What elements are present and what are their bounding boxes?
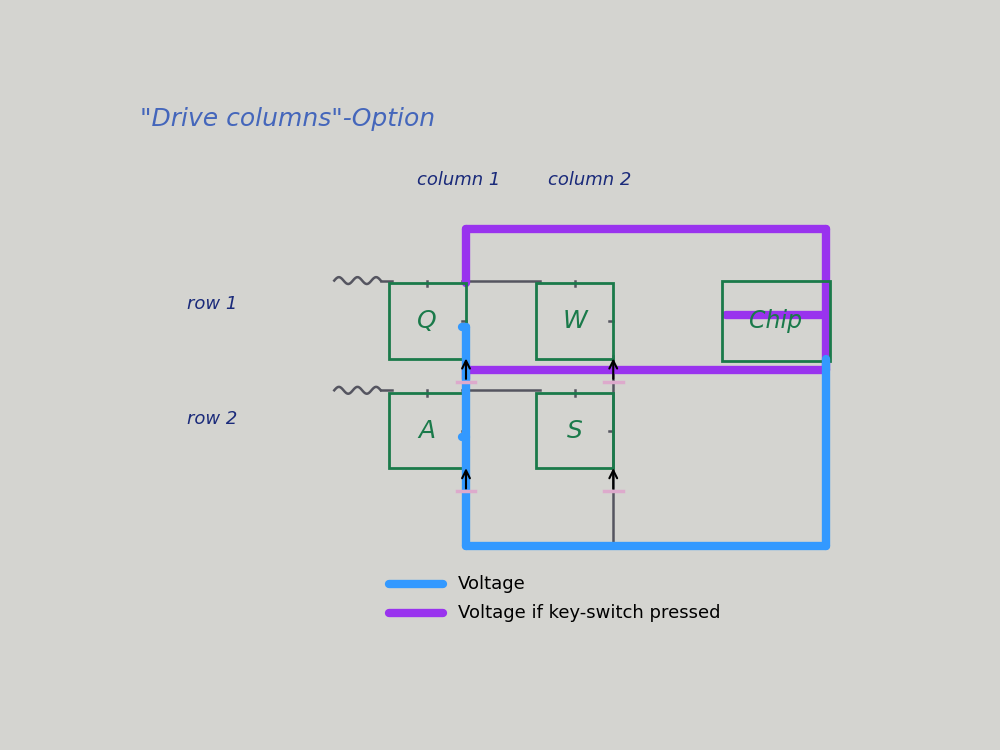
Text: column 2: column 2 <box>548 171 632 189</box>
Text: row 1: row 1 <box>187 295 237 313</box>
Text: Q: Q <box>417 309 437 333</box>
Text: Voltage if key-switch pressed: Voltage if key-switch pressed <box>458 604 721 622</box>
Text: Chip: Chip <box>749 309 803 333</box>
Text: column 1: column 1 <box>417 171 500 189</box>
Text: A: A <box>419 419 436 442</box>
Text: "Drive columns"-Option: "Drive columns"-Option <box>140 107 436 131</box>
Text: S: S <box>567 419 582 442</box>
Text: W: W <box>562 309 587 333</box>
Text: row 2: row 2 <box>187 410 237 428</box>
Text: Voltage: Voltage <box>458 574 526 592</box>
